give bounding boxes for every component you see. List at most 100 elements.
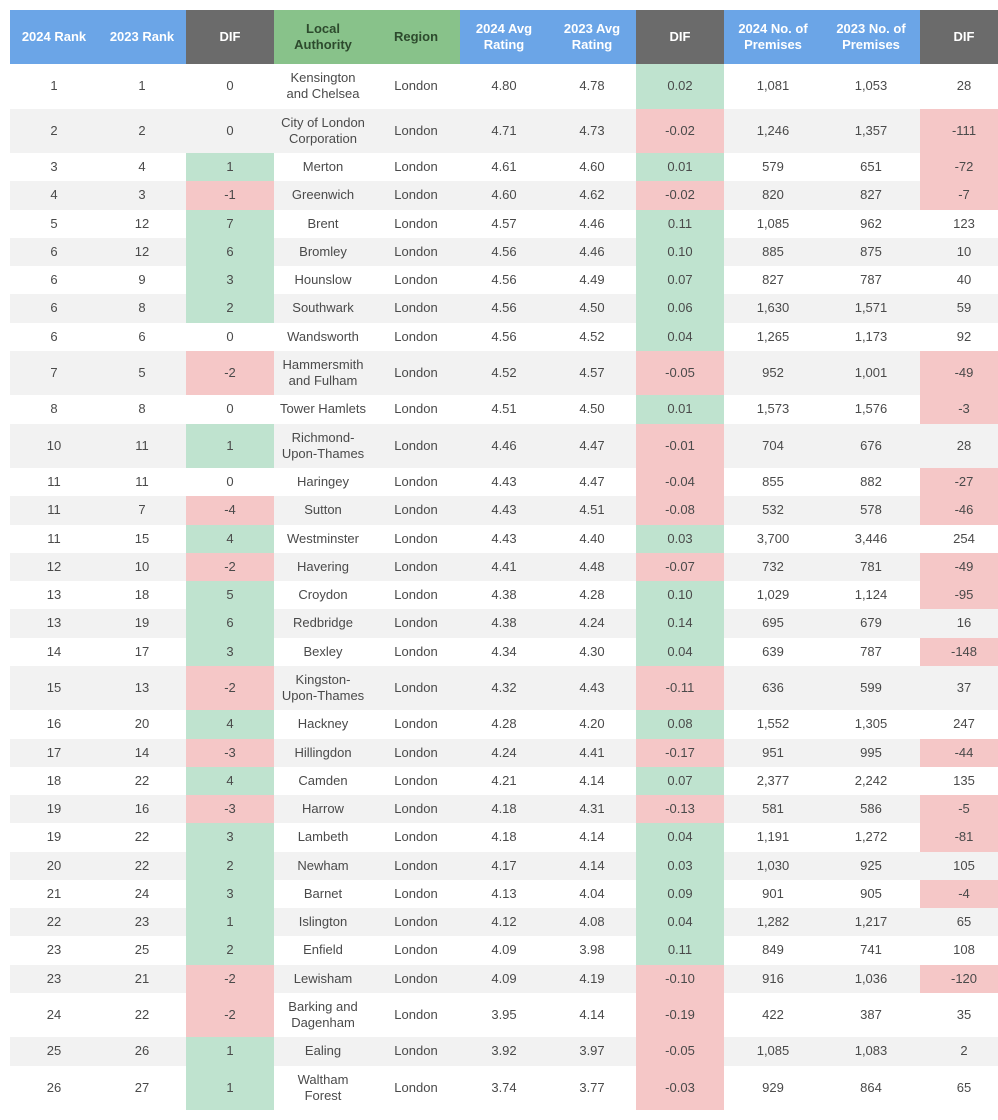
cell-avgdif: 0.14 bbox=[636, 609, 724, 637]
cell-avg23: 4.57 bbox=[548, 351, 636, 396]
cell-region: London bbox=[372, 109, 460, 154]
cell-prem24: 3,700 bbox=[724, 525, 822, 553]
cell-rankdif: -2 bbox=[186, 553, 274, 581]
cell-avg24: 4.34 bbox=[460, 638, 548, 666]
cell-la: Brent bbox=[274, 210, 372, 238]
cell-rankdif: 1 bbox=[186, 153, 274, 181]
cell-premdif: 59 bbox=[920, 294, 998, 322]
cell-rank23: 8 bbox=[98, 395, 186, 423]
cell-region: London bbox=[372, 993, 460, 1038]
cell-premdif: -5 bbox=[920, 795, 998, 823]
table-row: 1714-3HillingdonLondon4.244.41-0.1795199… bbox=[10, 739, 998, 767]
cell-rank23: 21 bbox=[98, 965, 186, 993]
cell-la: Bexley bbox=[274, 638, 372, 666]
cell-rankdif: 4 bbox=[186, 767, 274, 795]
cell-avg23: 4.31 bbox=[548, 795, 636, 823]
cell-prem23: 578 bbox=[822, 496, 920, 524]
cell-premdif: -3 bbox=[920, 395, 998, 423]
cell-la: Greenwich bbox=[274, 181, 372, 209]
cell-prem24: 916 bbox=[724, 965, 822, 993]
table-row: 21243BarnetLondon4.134.040.09901905-4 bbox=[10, 880, 998, 908]
cell-avgdif: 0.04 bbox=[636, 323, 724, 351]
cell-avg23: 4.43 bbox=[548, 666, 636, 711]
cell-premdif: 247 bbox=[920, 710, 998, 738]
cell-avgdif: 0.10 bbox=[636, 238, 724, 266]
cell-rankdif: 4 bbox=[186, 525, 274, 553]
cell-prem23: 1,576 bbox=[822, 395, 920, 423]
cell-avg24: 4.09 bbox=[460, 936, 548, 964]
table-row: 18224CamdenLondon4.214.140.072,3772,2421… bbox=[10, 767, 998, 795]
cell-rank23: 4 bbox=[98, 153, 186, 181]
cell-avgdif: -0.04 bbox=[636, 468, 724, 496]
cell-rankdif: 2 bbox=[186, 294, 274, 322]
cell-la: Lewisham bbox=[274, 965, 372, 993]
cell-rank23: 25 bbox=[98, 936, 186, 964]
cell-region: London bbox=[372, 266, 460, 294]
cell-avg24: 4.71 bbox=[460, 109, 548, 154]
table-row: 1513-2Kingston-Upon-ThamesLondon4.324.43… bbox=[10, 666, 998, 711]
cell-avgdif: 0.03 bbox=[636, 852, 724, 880]
cell-avg23: 4.73 bbox=[548, 109, 636, 154]
cell-la: Camden bbox=[274, 767, 372, 795]
cell-region: London bbox=[372, 351, 460, 396]
cell-region: London bbox=[372, 395, 460, 423]
cell-avgdif: -0.05 bbox=[636, 351, 724, 396]
cell-region: London bbox=[372, 795, 460, 823]
cell-premdif: -81 bbox=[920, 823, 998, 851]
cell-prem23: 962 bbox=[822, 210, 920, 238]
cell-rankdif: -4 bbox=[186, 496, 274, 524]
cell-avg23: 4.46 bbox=[548, 238, 636, 266]
cell-prem24: 639 bbox=[724, 638, 822, 666]
cell-avgdif: 0.09 bbox=[636, 880, 724, 908]
cell-avg23: 3.97 bbox=[548, 1037, 636, 1065]
cell-premdif: -72 bbox=[920, 153, 998, 181]
cell-la: Waltham Forest bbox=[274, 1066, 372, 1111]
cell-prem23: 1,124 bbox=[822, 581, 920, 609]
cell-rank23: 7 bbox=[98, 496, 186, 524]
cell-avg23: 4.48 bbox=[548, 553, 636, 581]
cell-prem23: 827 bbox=[822, 181, 920, 209]
cell-rankdif: 5 bbox=[186, 581, 274, 609]
cell-rank24: 14 bbox=[10, 638, 98, 666]
cell-avg24: 3.95 bbox=[460, 993, 548, 1038]
cell-avg24: 4.41 bbox=[460, 553, 548, 581]
cell-avg23: 4.14 bbox=[548, 823, 636, 851]
col-header-prem24: 2024 No. of Premises bbox=[724, 10, 822, 64]
cell-rankdif: 0 bbox=[186, 64, 274, 109]
cell-rank24: 1 bbox=[10, 64, 98, 109]
cell-la: Tower Hamlets bbox=[274, 395, 372, 423]
cell-prem24: 636 bbox=[724, 666, 822, 711]
cell-prem24: 1,246 bbox=[724, 109, 822, 154]
cell-premdif: -44 bbox=[920, 739, 998, 767]
cell-rank24: 23 bbox=[10, 965, 98, 993]
table-row: 26271Waltham ForestLondon3.743.77-0.0392… bbox=[10, 1066, 998, 1111]
col-header-avg24: 2024 Avg Rating bbox=[460, 10, 548, 64]
cell-la: City of London Corporation bbox=[274, 109, 372, 154]
cell-rank24: 8 bbox=[10, 395, 98, 423]
cell-prem23: 1,272 bbox=[822, 823, 920, 851]
col-header-prem23: 2023 No. of Premises bbox=[822, 10, 920, 64]
table-row: 23252EnfieldLondon4.093.980.11849741108 bbox=[10, 936, 998, 964]
cell-avg24: 4.13 bbox=[460, 880, 548, 908]
cell-avg24: 4.12 bbox=[460, 908, 548, 936]
cell-avg23: 4.49 bbox=[548, 266, 636, 294]
cell-prem24: 885 bbox=[724, 238, 822, 266]
cell-rankdif: -2 bbox=[186, 993, 274, 1038]
cell-premdif: 135 bbox=[920, 767, 998, 795]
cell-avg24: 4.09 bbox=[460, 965, 548, 993]
cell-prem24: 1,085 bbox=[724, 210, 822, 238]
cell-rankdif: 3 bbox=[186, 880, 274, 908]
cell-avg24: 4.52 bbox=[460, 351, 548, 396]
cell-rank23: 12 bbox=[98, 210, 186, 238]
cell-avg23: 4.41 bbox=[548, 739, 636, 767]
cell-rank23: 9 bbox=[98, 266, 186, 294]
cell-rankdif: 4 bbox=[186, 710, 274, 738]
cell-la: Westminster bbox=[274, 525, 372, 553]
cell-rank23: 2 bbox=[98, 109, 186, 154]
cell-prem23: 676 bbox=[822, 424, 920, 469]
cell-rank24: 4 bbox=[10, 181, 98, 209]
cell-prem23: 864 bbox=[822, 1066, 920, 1111]
cell-prem24: 422 bbox=[724, 993, 822, 1038]
cell-rank23: 22 bbox=[98, 767, 186, 795]
cell-prem24: 929 bbox=[724, 1066, 822, 1111]
